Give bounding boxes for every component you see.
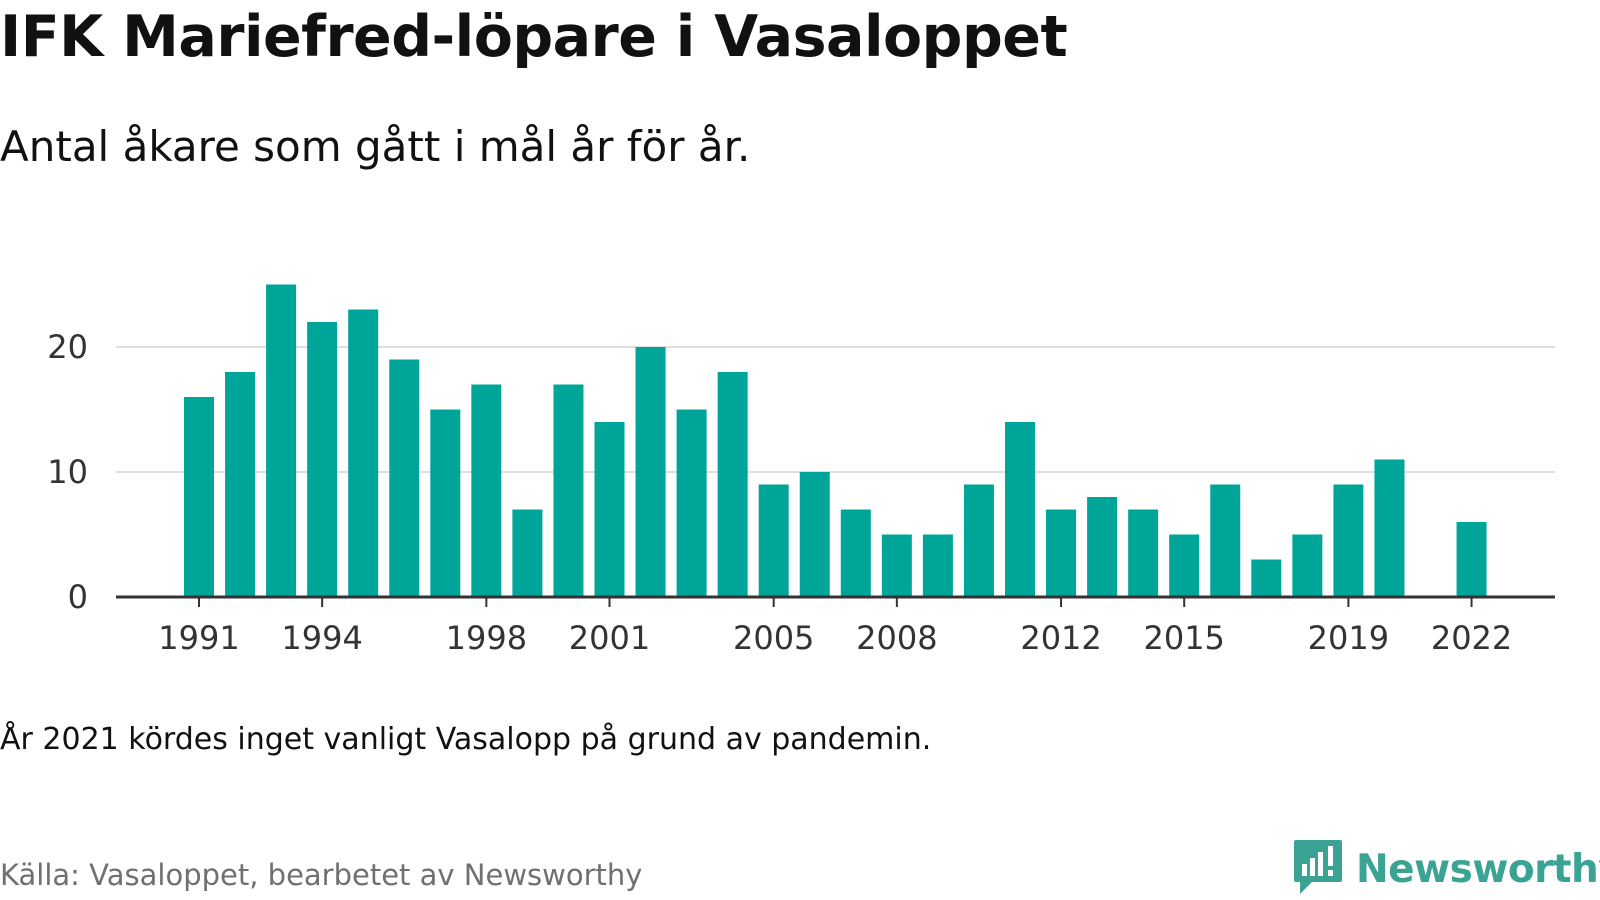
x-tick-label: 1998 (446, 619, 527, 657)
bar (512, 509, 543, 597)
bar (1087, 497, 1118, 597)
bar (266, 284, 297, 597)
axes: 0 10 20 1991 1994 1998 2001 2005 2008 2012 2015 201… (47, 328, 1555, 657)
bar (307, 322, 338, 597)
x-tick-label: 2005 (733, 619, 814, 657)
x-tick-label: 2015 (1143, 619, 1224, 657)
y-tick-label: 0 (68, 578, 88, 616)
x-tick-label: 2019 (1308, 619, 1389, 657)
bar (922, 534, 953, 597)
bars (184, 284, 1487, 597)
x-tick-label: 2022 (1431, 619, 1512, 657)
bar (471, 384, 502, 597)
brand-logo[interactable]: Newsworthy (1292, 840, 1600, 898)
bar (184, 397, 214, 597)
x-tick-label: 2008 (856, 619, 937, 657)
bar (594, 422, 625, 597)
source-text: Källa: Vasaloppet, bearbetet av Newswort… (0, 858, 643, 892)
bar (225, 372, 256, 597)
bar (1128, 509, 1159, 597)
bar (799, 472, 830, 597)
y-tick-label: 20 (47, 328, 88, 366)
x-tick-label: 2001 (569, 619, 650, 657)
bar (1005, 422, 1035, 597)
brand-name: Newsworthy (1356, 846, 1600, 892)
x-tick-label: 1991 (158, 619, 239, 657)
bar (1210, 484, 1241, 597)
bar (1374, 459, 1405, 597)
bar (553, 384, 584, 597)
bar (881, 534, 912, 597)
newsworthy-logo-icon (1292, 838, 1344, 900)
bar (348, 309, 379, 597)
bar (676, 409, 707, 597)
bar (717, 372, 748, 597)
bar (758, 484, 789, 597)
bar (1292, 534, 1323, 597)
bar (430, 409, 461, 597)
x-tick-label: 1994 (281, 619, 362, 657)
bar (1251, 559, 1282, 597)
bar (389, 359, 420, 597)
bar (1333, 484, 1364, 597)
chart-note: År 2021 kördes inget vanligt Vasalopp på… (0, 722, 932, 757)
bar (1169, 534, 1200, 597)
bar (635, 347, 666, 597)
x-tick-label: 2012 (1020, 619, 1101, 657)
bar (1046, 509, 1077, 597)
bar (963, 484, 994, 597)
bar-chart: 0 10 20 1991 1994 1998 2001 2005 2008 2012 2015 201… (47, 284, 1555, 657)
bar (1456, 522, 1487, 597)
chart-title: IFK Mariefred-löpare i Vasaloppet (0, 4, 1068, 70)
chart-subtitle: Antal åkare som gått i mål år för år. (0, 122, 751, 171)
y-tick-label: 10 (47, 453, 88, 491)
bar (840, 509, 871, 597)
